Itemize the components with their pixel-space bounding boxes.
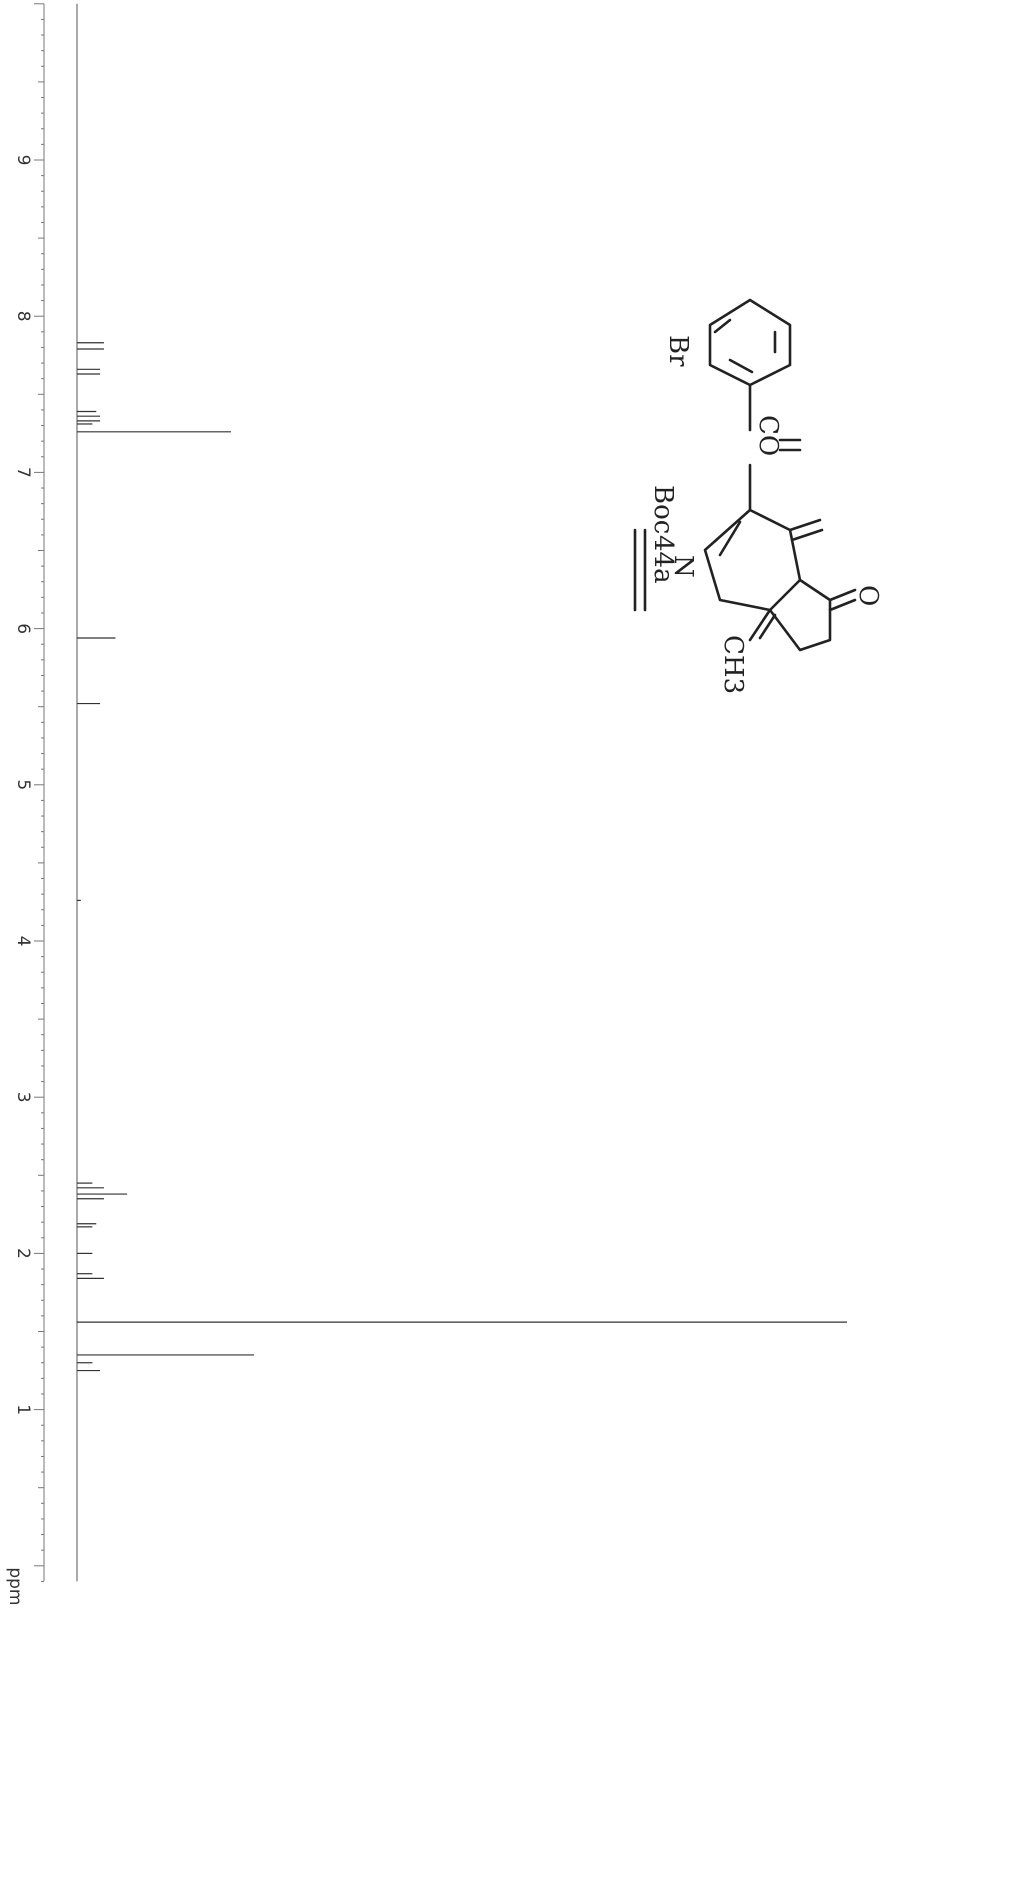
carbonyl-double-bond [778,438,802,452]
methyl-bond [748,608,777,642]
ring-double-bond [718,520,742,557]
ppm-tick-label: 2 [13,1248,33,1259]
benzene-double-bonds [713,318,777,374]
ppm-axis-tick-labels: 9 8 7 6 5 4 3 2 1 [13,155,33,1415]
ppm-tick-label: 9 [13,155,33,166]
spectrum-peaks [77,342,847,1372]
handwritten-structure-sketch: Br CO Boc N CH3 O 44a [633,298,883,694]
lactam-carbonyl [828,588,857,612]
bicyclic-ring-sketch [703,508,802,612]
label-underline [633,528,647,612]
annotation-ch3: CH3 [718,635,748,694]
annotation-boc: Boc [648,485,678,534]
lactam-ring-sketch [768,578,832,652]
annotation-n: N [668,555,698,578]
annotation-br: Br [663,335,693,367]
annotation-co: CO [753,415,783,456]
ppm-tick-label: 1 [13,1404,33,1415]
compound-label-44a: 44a [648,535,678,584]
ppm-tick-label: 5 [13,779,33,790]
ppm-tick-label: 8 [13,311,33,322]
ppm-axis-ticks [34,3,44,1582]
ppm-tick-label: 7 [13,467,33,478]
ppm-tick-label: 3 [13,1092,33,1103]
x-axis-label: ppm [5,1567,25,1605]
ring-ketone [788,518,824,542]
ppm-tick-label: 4 [13,936,33,947]
annotation-o: O [853,585,883,606]
ppm-tick-label: 6 [13,623,33,634]
